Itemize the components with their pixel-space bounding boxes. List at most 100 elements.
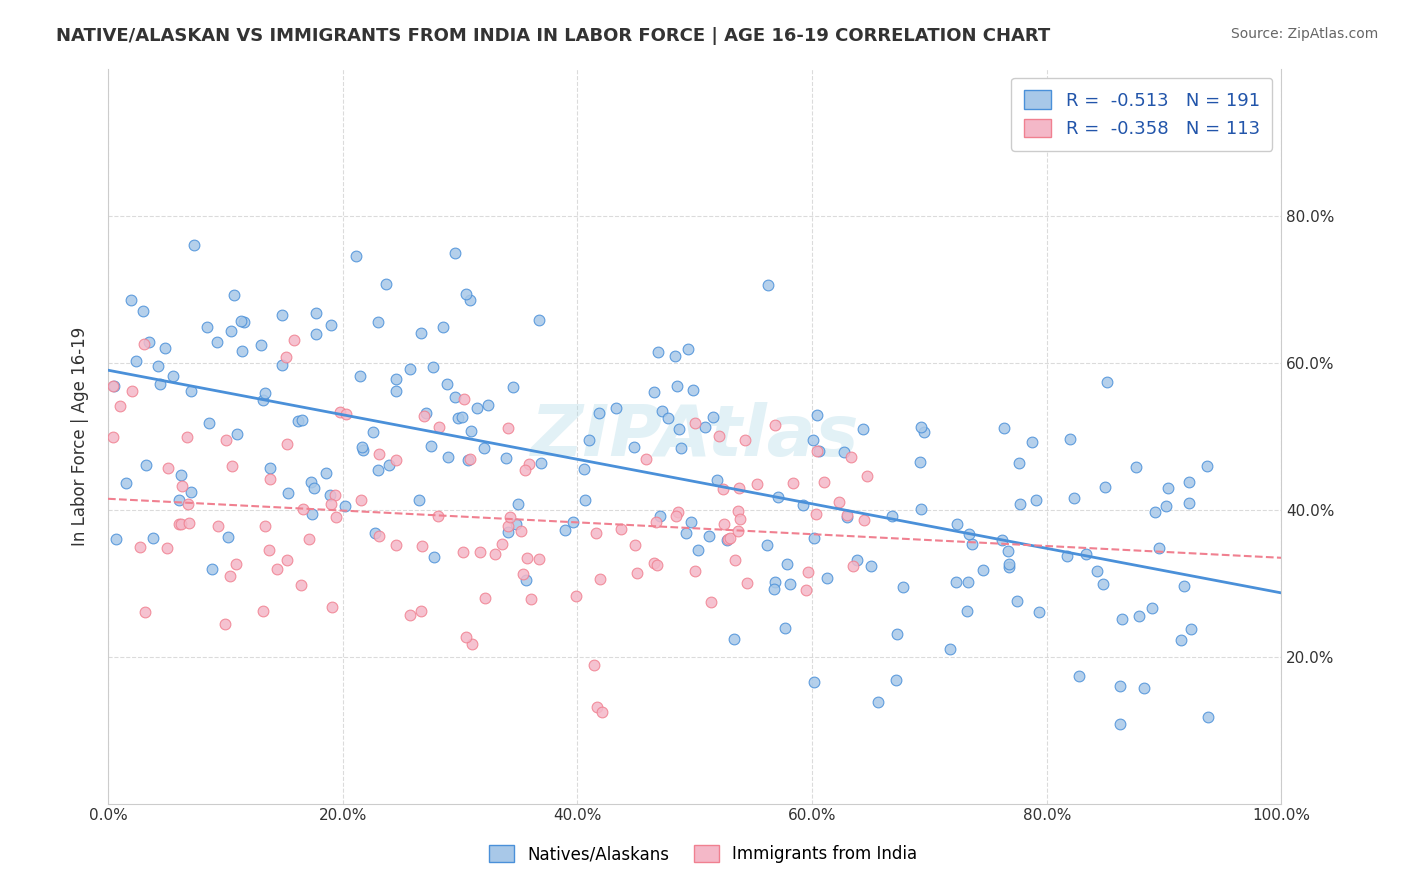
Point xyxy=(1008,498,1031,512)
Point xyxy=(846,552,869,566)
Point xyxy=(763,574,786,589)
Point xyxy=(713,516,735,531)
Point xyxy=(688,543,710,558)
Point xyxy=(756,277,779,292)
Point xyxy=(496,421,519,435)
Point xyxy=(763,418,786,433)
Point xyxy=(671,441,693,455)
Point xyxy=(132,304,155,318)
Point xyxy=(1094,480,1116,494)
Point xyxy=(766,490,789,504)
Point xyxy=(806,444,828,458)
Point xyxy=(457,453,479,467)
Point xyxy=(676,342,699,356)
Point xyxy=(1025,493,1047,508)
Point xyxy=(727,481,749,495)
Point xyxy=(496,524,519,539)
Point xyxy=(176,430,198,444)
Point xyxy=(157,461,180,475)
Point xyxy=(835,509,858,524)
Point xyxy=(856,469,879,483)
Point xyxy=(960,537,983,551)
Point xyxy=(520,591,543,606)
Point xyxy=(169,467,191,482)
Point xyxy=(408,492,430,507)
Point xyxy=(675,526,697,541)
Point xyxy=(156,541,179,555)
Point xyxy=(1154,499,1177,513)
Point xyxy=(776,558,799,572)
Point xyxy=(832,445,855,459)
Point xyxy=(506,497,529,511)
Point xyxy=(717,533,740,547)
Point xyxy=(398,607,420,622)
Point xyxy=(794,582,817,597)
Point xyxy=(1157,482,1180,496)
Point xyxy=(1074,547,1097,561)
Point xyxy=(384,538,406,552)
Point xyxy=(367,529,389,543)
Point xyxy=(835,508,858,522)
Point xyxy=(197,417,219,431)
Point xyxy=(319,318,342,333)
Point xyxy=(852,513,875,527)
Point xyxy=(104,532,127,546)
Point xyxy=(292,501,315,516)
Point xyxy=(415,406,437,420)
Point xyxy=(993,421,1015,435)
Point xyxy=(839,450,862,464)
Point xyxy=(460,424,482,438)
Point xyxy=(645,515,668,529)
Point xyxy=(565,590,588,604)
Point xyxy=(707,429,730,443)
Point xyxy=(683,417,706,431)
Point xyxy=(695,420,717,434)
Point xyxy=(201,562,224,576)
Legend: Natives/Alaskans, Immigrants from India: Natives/Alaskans, Immigrants from India xyxy=(477,833,929,875)
Point xyxy=(806,508,828,522)
Point xyxy=(451,545,474,559)
Point xyxy=(148,359,170,374)
Point xyxy=(807,443,830,458)
Point xyxy=(399,361,422,376)
Point xyxy=(498,519,520,533)
Point xyxy=(582,657,605,672)
Text: Source: ZipAtlas.com: Source: ZipAtlas.com xyxy=(1230,27,1378,41)
Point xyxy=(972,563,994,577)
Point xyxy=(270,309,292,323)
Point xyxy=(120,293,142,307)
Point xyxy=(305,306,328,320)
Point xyxy=(271,358,294,372)
Point xyxy=(1028,605,1050,619)
Point xyxy=(1195,459,1218,474)
Point xyxy=(169,516,191,531)
Point xyxy=(277,486,299,500)
Point xyxy=(477,398,499,412)
Point xyxy=(782,476,804,491)
Point xyxy=(516,550,538,565)
Point xyxy=(792,498,814,512)
Point xyxy=(266,561,288,575)
Point xyxy=(364,526,387,541)
Point xyxy=(572,461,595,475)
Point xyxy=(134,606,156,620)
Point xyxy=(101,379,124,393)
Point xyxy=(252,604,274,618)
Point xyxy=(474,591,496,605)
Point xyxy=(648,509,671,524)
Point xyxy=(253,519,276,533)
Point xyxy=(305,327,328,342)
Point xyxy=(344,249,367,263)
Point xyxy=(432,320,454,334)
Point xyxy=(411,326,433,340)
Point xyxy=(301,507,323,521)
Point xyxy=(167,492,190,507)
Point xyxy=(1091,577,1114,591)
Point xyxy=(427,508,450,523)
Point xyxy=(155,341,177,355)
Point xyxy=(231,344,253,359)
Point xyxy=(991,533,1014,547)
Point xyxy=(318,488,340,502)
Point xyxy=(162,368,184,383)
Point xyxy=(734,433,756,447)
